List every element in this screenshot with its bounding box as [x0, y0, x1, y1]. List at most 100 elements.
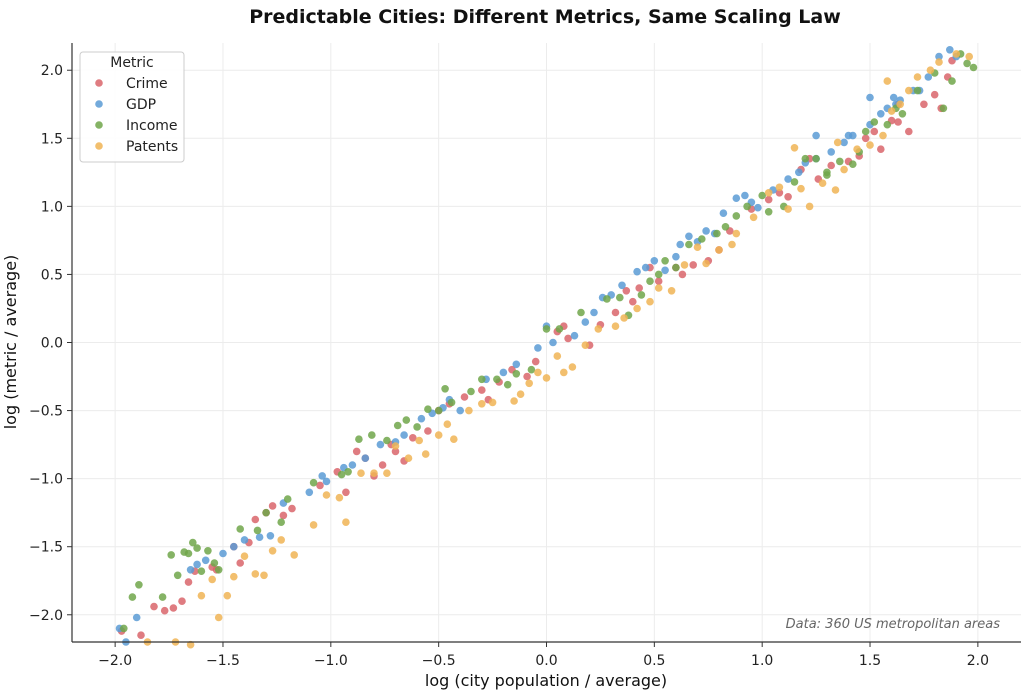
income-point	[167, 551, 175, 559]
crime-point	[678, 270, 687, 279]
patents-point	[450, 435, 458, 444]
patents-point	[510, 397, 518, 405]
income-point	[823, 171, 831, 179]
income-point	[120, 624, 128, 633]
patents-point	[516, 390, 525, 399]
x-tick-label: 1.0	[751, 653, 773, 669]
patents-point	[488, 398, 497, 407]
patents-point	[268, 547, 277, 555]
x-ticks: −2.0 −1.5 −1.0 −0.5 0.0 0.5 1.0 1.5 2.0	[98, 642, 989, 669]
gdp-point	[844, 131, 853, 140]
patents-point	[404, 454, 413, 463]
y-tick-label: −2.0	[29, 608, 63, 624]
income-point	[913, 86, 922, 95]
patents-point	[790, 144, 799, 152]
patents-point	[568, 363, 577, 371]
income-point	[424, 405, 432, 414]
crime-point	[288, 504, 296, 513]
y-tick-label: 1.0	[41, 199, 63, 215]
gdp-point	[827, 148, 835, 156]
x-tick-label: 0.0	[535, 653, 557, 669]
gdp-point	[219, 549, 227, 558]
income-point	[758, 191, 766, 200]
income-point	[189, 538, 197, 547]
y-tick-label: −0.5	[29, 404, 63, 420]
crime-point	[905, 127, 913, 136]
gdp-point	[132, 613, 141, 622]
gdp-point	[400, 431, 408, 439]
gdp-point	[456, 406, 465, 415]
patents-point	[853, 145, 861, 153]
crime-point	[352, 447, 361, 456]
income-point	[637, 291, 646, 299]
crime-point	[930, 90, 939, 99]
patents-point	[935, 58, 943, 66]
gdp-point	[570, 331, 579, 340]
x-tick-label: −2.0	[98, 653, 132, 669]
patents-point	[290, 551, 299, 559]
gdp-point	[499, 368, 508, 377]
income-point	[732, 212, 741, 220]
legend: Metric Crime GDP Income Patents	[79, 51, 185, 163]
gdp-point	[719, 209, 728, 217]
patents-point	[434, 431, 443, 439]
patents-point	[465, 406, 473, 415]
income-point	[812, 154, 820, 163]
patents-point	[797, 184, 805, 193]
gdp-point	[641, 263, 650, 272]
income-point	[672, 263, 680, 272]
crime-point	[378, 461, 387, 469]
income-point	[337, 470, 346, 479]
patents-point	[443, 420, 452, 429]
patents-point	[732, 229, 741, 238]
income-point	[355, 435, 363, 444]
crime-point	[160, 606, 169, 615]
income-point	[883, 120, 892, 129]
patents-point	[594, 325, 603, 333]
income-point	[197, 567, 206, 575]
patents-point	[715, 246, 723, 254]
patents-point	[370, 469, 378, 478]
patents-point	[913, 73, 922, 81]
patents-point	[525, 379, 533, 388]
gdp-point	[935, 52, 943, 61]
patents-point	[749, 213, 758, 222]
x-tick-label: −1.0	[314, 653, 348, 669]
income-point	[542, 325, 551, 333]
gdp-point	[186, 566, 195, 574]
patents-point	[391, 442, 400, 450]
patents-point	[415, 436, 424, 445]
gdp-point	[322, 477, 331, 486]
gdp-point	[240, 536, 249, 544]
y-ticks: −2.0 −1.5 −1.0 −0.5 0.0 0.5 1.0 1.5 2.0	[29, 63, 72, 624]
crime-point	[564, 334, 572, 343]
income-point	[262, 508, 270, 517]
gdp-point	[784, 175, 792, 183]
crime-point	[268, 502, 277, 510]
crime-point	[424, 427, 432, 435]
gdp-point	[417, 414, 426, 423]
gdp-point	[230, 542, 238, 551]
crime-point	[236, 559, 244, 567]
crime-point	[391, 447, 400, 456]
gdp-point	[318, 472, 327, 480]
income-point	[135, 581, 143, 589]
income-point	[447, 398, 456, 407]
patents-point	[887, 107, 896, 115]
income-point	[555, 325, 564, 333]
patents-point	[702, 259, 710, 268]
data-source-annotation: Data: 360 US metropolitan areas	[786, 617, 1001, 632]
income-point	[344, 468, 352, 476]
x-tick-label: −1.5	[206, 653, 240, 669]
income-point	[764, 208, 773, 216]
crime-point	[251, 515, 260, 524]
patents-point	[230, 572, 238, 581]
patents-point	[277, 536, 286, 544]
legend-label-income: Income	[126, 118, 178, 134]
patents-point	[728, 240, 736, 249]
gdp-point	[590, 308, 598, 317]
income-point	[277, 518, 286, 526]
gdp-point	[512, 360, 521, 369]
patents-point	[208, 575, 216, 584]
